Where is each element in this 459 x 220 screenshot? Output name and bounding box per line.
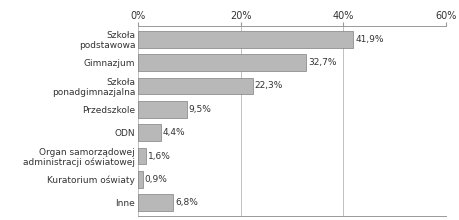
Text: 4,4%: 4,4%	[162, 128, 185, 137]
Bar	[138, 124, 160, 141]
Bar	[138, 101, 186, 118]
Bar	[138, 78, 252, 94]
Bar	[138, 171, 142, 188]
Bar	[138, 54, 305, 71]
Text: 32,7%: 32,7%	[308, 58, 336, 67]
Text: 1,6%: 1,6%	[148, 152, 171, 161]
Bar	[138, 31, 353, 48]
Text: 6,8%: 6,8%	[174, 198, 197, 207]
Text: 0,9%: 0,9%	[145, 175, 167, 184]
Text: 22,3%: 22,3%	[254, 81, 282, 90]
Text: 9,5%: 9,5%	[189, 105, 211, 114]
Text: 41,9%: 41,9%	[354, 35, 383, 44]
Bar	[138, 194, 173, 211]
Bar	[138, 148, 146, 164]
